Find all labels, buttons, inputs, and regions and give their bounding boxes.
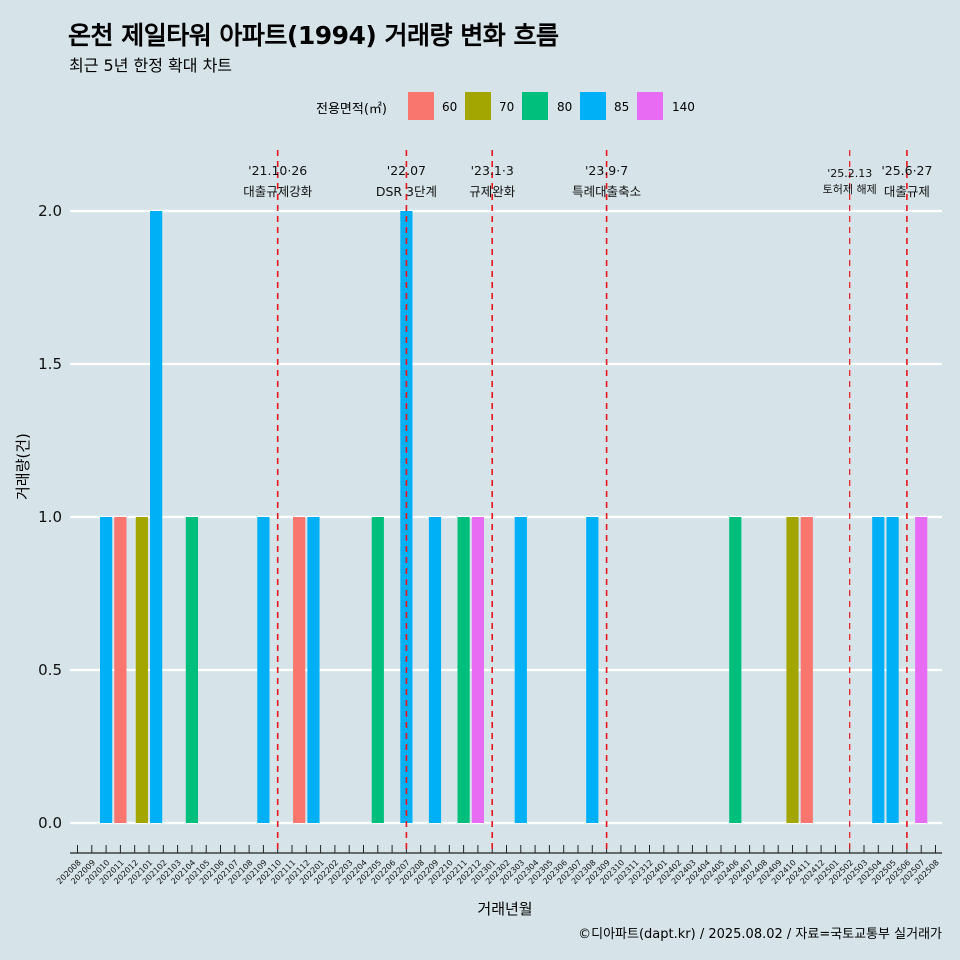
source-caption: ©디아파트(dapt.kr) / 2025.08.02 / 자료=국토교통부 실…: [578, 927, 942, 942]
bar-80-202406: [729, 517, 742, 823]
bar-85-202505: [886, 517, 899, 823]
bar-70-202410: [786, 517, 799, 823]
event-date-label: '22.07: [387, 163, 426, 178]
event-name-label: DSR 3단계: [376, 184, 437, 199]
event-date-label: '23.1·3: [471, 163, 514, 178]
legend-label-70: 70: [499, 100, 515, 114]
event-date-label: '21.10·26: [248, 163, 307, 178]
legend-label-140: 140: [672, 100, 695, 114]
bar-140-202212: [471, 517, 484, 823]
legend-key-80: [522, 92, 548, 120]
y-tick-label: 1.0: [38, 508, 62, 526]
bar-85-202109: [257, 517, 270, 823]
bar-60-202011: [114, 517, 127, 823]
legend: 전용면적(㎡) 60 70 80 85 140: [0, 92, 960, 122]
legend-key-140: [637, 92, 663, 120]
bar-85-202504: [872, 517, 885, 823]
event-name-label: 대출규제강화: [243, 184, 313, 199]
bar-80-202104: [185, 517, 198, 823]
event-name-label: 토허제 해제: [823, 182, 877, 196]
bar-85-202112: [307, 517, 320, 823]
legend-label-85: 85: [614, 100, 630, 114]
event-name-label: 특례대출축소: [572, 184, 641, 199]
y-tick-label: 1.5: [38, 355, 62, 373]
y-axis-label: 거래량(건): [14, 433, 32, 500]
legend-key-70: [465, 92, 491, 120]
event-name-label: 대출규제: [884, 184, 930, 199]
bar-60-202112: [293, 517, 306, 823]
bar-60-202411: [800, 517, 813, 823]
legend-label-60: 60: [442, 100, 458, 114]
bar-140-202507: [915, 517, 928, 823]
bar-70-202101: [135, 517, 148, 823]
event-date-label: '25.6·27: [881, 163, 932, 178]
x-axis-label: 거래년월: [477, 900, 533, 918]
bar-85-202308: [586, 517, 599, 823]
legend-title: 전용면적(㎡): [316, 102, 387, 117]
y-tick-label: 0.0: [38, 814, 62, 832]
y-tick-label: 0.5: [38, 661, 62, 679]
chart-subtitle: 최근 5년 한정 확대 차트: [69, 56, 233, 75]
y-tick-label: 2.0: [38, 202, 62, 220]
bar-80-202211: [457, 517, 470, 823]
bar-85-202101: [150, 211, 163, 823]
bar-80-202205: [371, 517, 384, 823]
event-name-label: 규제완화: [469, 184, 516, 199]
bar-85-202209: [428, 517, 442, 823]
event-date-label: '23.9·7: [585, 163, 628, 178]
event-date-label: '25.2.13: [827, 167, 872, 180]
legend-key-60: [408, 92, 434, 120]
bar-85-202010: [100, 517, 113, 823]
legend-label-80: 80: [557, 100, 573, 114]
chart-title: 온천 제일타워 아파트(1994) 거래량 변화 흐름: [68, 21, 559, 50]
legend-key-85: [580, 92, 606, 120]
bar-85-202303: [514, 517, 527, 823]
